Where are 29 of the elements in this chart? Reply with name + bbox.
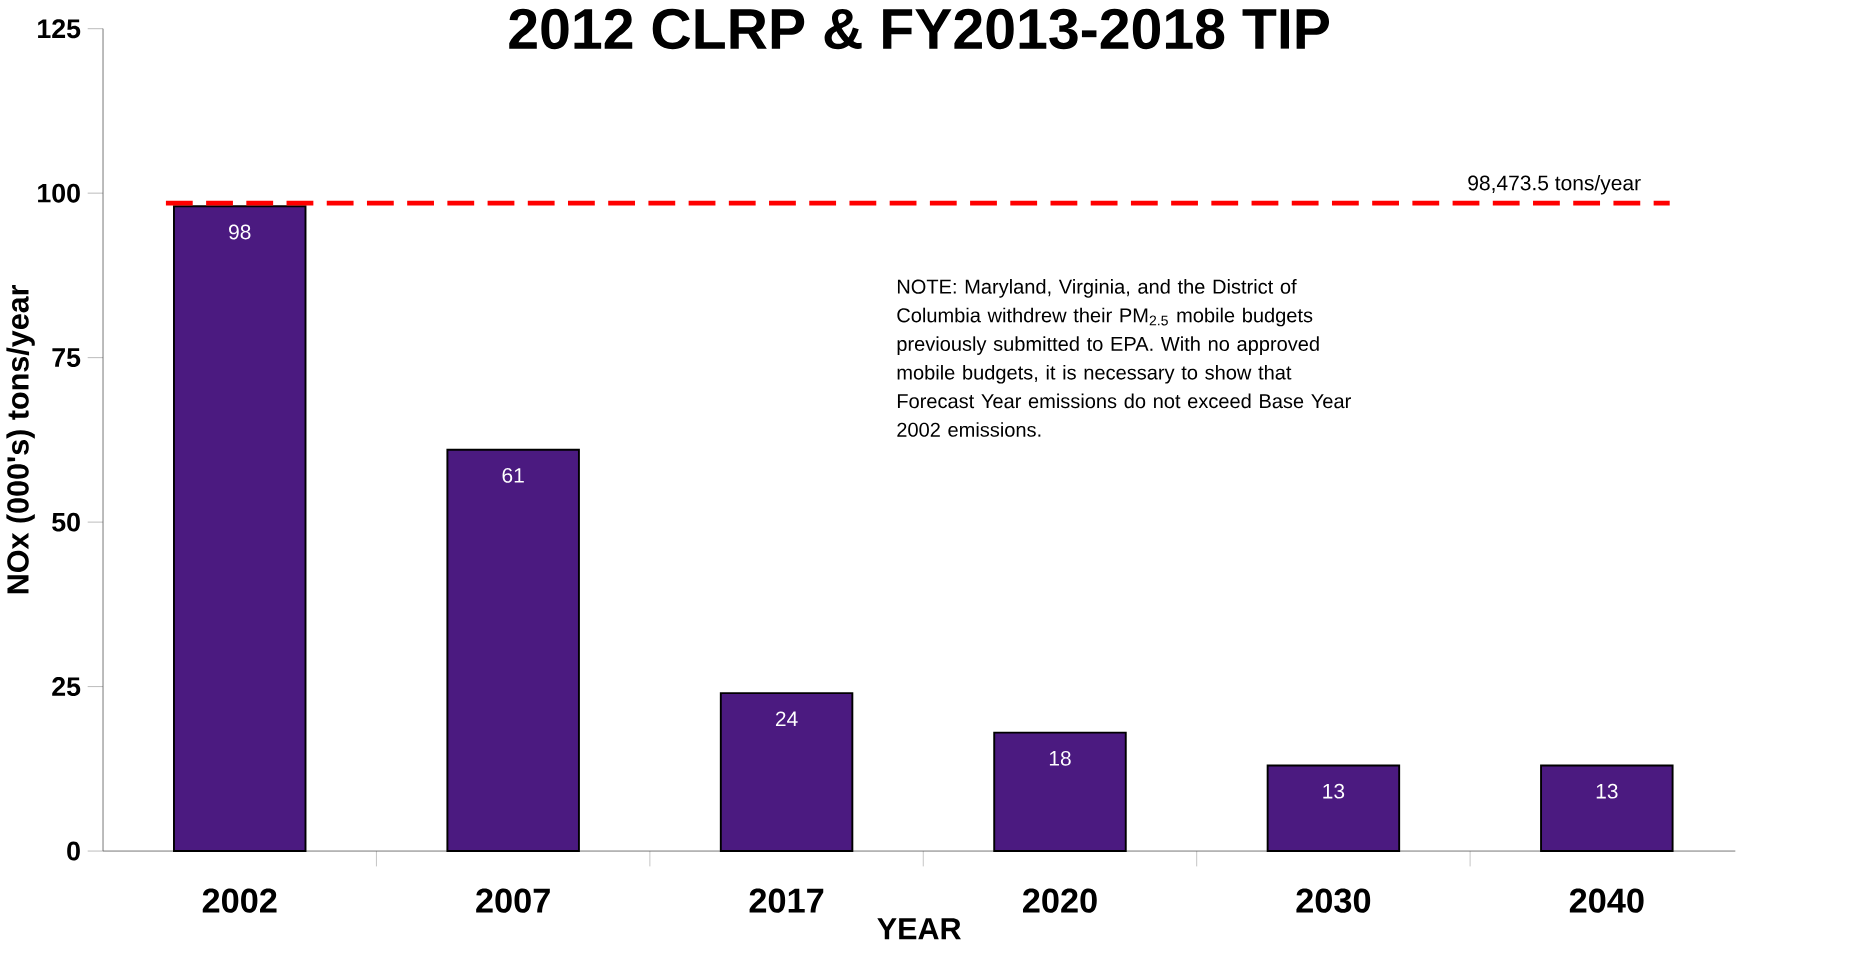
y-tick-label: 0 xyxy=(67,841,80,861)
y-tick-label: 125 xyxy=(38,19,81,39)
bar xyxy=(1266,764,1401,853)
y-tick-label: 100 xyxy=(38,183,80,203)
x-tick-label: 2007 xyxy=(476,888,550,913)
data-label: 18 xyxy=(1049,751,1071,766)
data-label: 24 xyxy=(775,711,798,727)
bar xyxy=(719,692,854,853)
data-label: 13 xyxy=(1323,784,1345,799)
bar xyxy=(173,205,307,853)
y-tick-label: 75 xyxy=(52,348,81,368)
chart-title: 2012 CLRP & FY2013-2018 TIP xyxy=(509,8,1330,50)
data-label: 98 xyxy=(229,224,251,240)
bar xyxy=(446,449,580,853)
ref-line-label: 98,473.5 tons/year xyxy=(1468,175,1641,195)
annotation: NOTE: Maryland, Virginia, and the District of Columbia withdrew their PM$_{2.5}$ mobile budgets previously submitted to EPA. With no approved mobile budgets, it is necessary to show that Forecast Year emissions do not exceed Base Year 2002 emissions. xyxy=(897,279,1351,438)
x-tick-label: 2030 xyxy=(1296,888,1371,914)
bar xyxy=(1540,764,1674,853)
y-tick-label: 25 xyxy=(52,677,81,697)
y-tick-label: 50 xyxy=(52,512,80,532)
x-tick-label: 2017 xyxy=(749,888,824,913)
bar xyxy=(993,731,1127,853)
data-label: 13 xyxy=(1596,784,1618,799)
x-axis-title: YEAR xyxy=(877,918,961,940)
y-axis-title: NOx (000's) tons/year xyxy=(6,285,35,594)
x-tick-label: 2002 xyxy=(202,888,277,913)
x-tick-label: 2040 xyxy=(1569,888,1644,913)
x-tick-label: 2020 xyxy=(1023,888,1097,913)
data-label: 61 xyxy=(502,468,524,484)
